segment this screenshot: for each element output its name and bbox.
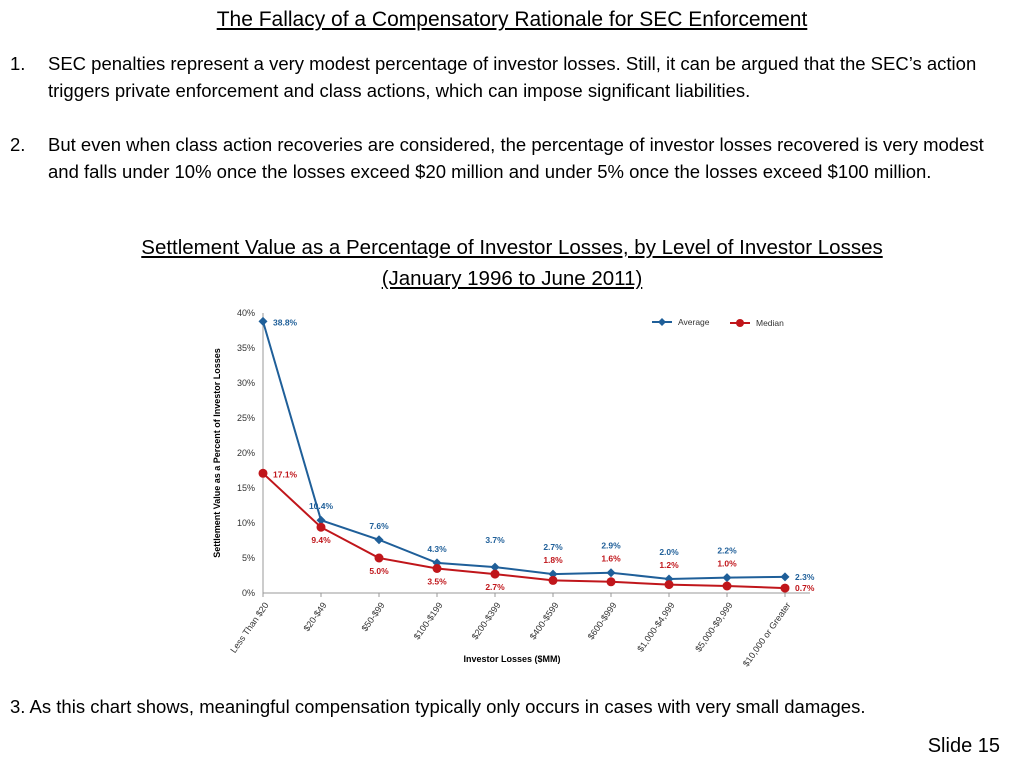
data-point-average [606, 568, 616, 578]
data-label-average: 2.2% [717, 546, 737, 556]
x-tick-label: Less Than $20 [228, 600, 270, 654]
data-label-average: 2.3% [795, 572, 815, 582]
bullet-point-1: 1. SEC penalties represent a very modest… [10, 50, 1016, 104]
data-point-average [490, 562, 500, 572]
bullet-text: SEC penalties represent a very modest pe… [48, 53, 977, 101]
data-point-median [490, 569, 500, 579]
bullet-text: But even when class action recoveries ar… [48, 134, 984, 182]
x-axis-title: Investor Losses ($MM) [463, 654, 560, 664]
data-point-average [258, 316, 268, 326]
data-point-average [548, 569, 558, 579]
bullet-point-2: 2. But even when class action recoveries… [10, 131, 1016, 185]
x-tick-label: $5,000-$9,999 [693, 600, 734, 653]
data-point-average [722, 573, 732, 583]
y-axis-title: Settlement Value as a Percent of Investo… [212, 348, 222, 558]
legend-label-average: Average [678, 317, 710, 327]
y-tick-label: 25% [237, 413, 255, 423]
x-tick-label: $10,000 or Greater [741, 600, 793, 668]
y-tick-label: 10% [237, 518, 255, 528]
bullet-number: 1. [10, 53, 26, 74]
data-label-average: 2.7% [543, 542, 563, 552]
x-tick-label: $600-$999 [586, 600, 619, 641]
data-point-median [548, 575, 558, 585]
data-point-median [316, 522, 326, 532]
x-tick-label: $20-$49 [302, 600, 329, 633]
settlement-line-chart: 0% 5% 10% 15% 20% 25% 30% 35% 40% Less Than $20 $2… [212, 308, 815, 668]
data-point-median [258, 468, 268, 478]
data-label-median: 1.6% [601, 554, 621, 564]
bullet-number: 2. [10, 134, 26, 155]
data-point-average [780, 572, 790, 582]
data-point-median [722, 581, 732, 591]
data-point-median [432, 564, 442, 573]
data-label-average: 2.0% [659, 547, 679, 557]
legend-label-median: Median [756, 318, 784, 328]
data-label-median: 2.7% [485, 582, 505, 592]
data-label-average: 7.6% [369, 521, 389, 531]
data-label-average: 3.7% [485, 535, 505, 545]
data-point-average [432, 558, 442, 568]
data-label-median: 1.0% [717, 559, 737, 569]
data-label-median: 3.5% [427, 577, 447, 587]
data-point-average [374, 535, 384, 545]
footer-point: 3. As this chart shows, meaningful compe… [10, 696, 866, 717]
legend-marker-median [736, 319, 744, 327]
series-line-average [262, 321, 786, 581]
slide-title: The Fallacy of a Compensatory Rationale … [216, 8, 808, 31]
chart-heading: Settlement Value as a Percentage of Inve… [141, 236, 883, 259]
x-tick-label: $400-$599 [528, 600, 561, 641]
data-label-median: 0.7% [795, 583, 815, 593]
y-tick-label: 30% [237, 378, 255, 388]
data-point-median [780, 583, 790, 593]
data-label-median: 1.2% [659, 560, 679, 570]
data-label-average: 4.3% [427, 544, 447, 554]
legend-marker-average [658, 318, 666, 326]
x-tick-label: $200-$399 [470, 600, 503, 641]
y-tick-label: 20% [237, 448, 255, 458]
data-label-median: 5.0% [369, 566, 389, 576]
slide-number: Slide 15 [927, 735, 1000, 757]
data-label-average: 2.9% [601, 541, 621, 551]
data-point-median [664, 580, 674, 590]
series-line-median [262, 472, 786, 590]
data-point-average [316, 515, 326, 525]
data-point-median [374, 553, 384, 563]
y-tick-label: 0% [242, 588, 255, 598]
data-point-median [606, 577, 616, 587]
y-tick-label: 15% [237, 483, 255, 493]
data-label-median: 17.1% [273, 469, 298, 479]
x-tick-label: $1,000-$4,999 [635, 600, 676, 653]
data-label-average: 38.8% [273, 317, 298, 327]
data-label-median: 1.8% [543, 555, 563, 565]
data-label-average: 10.4% [309, 501, 334, 511]
y-tick-label: 40% [237, 308, 255, 318]
y-tick-label: 35% [237, 343, 255, 353]
y-tick-label: 5% [242, 553, 255, 563]
data-label-median: 9.4% [311, 535, 331, 545]
chart-heading-date-range: (January 1996 to June 2011) [381, 267, 643, 290]
x-tick-label: $50-$99 [360, 600, 387, 633]
x-tick-label: $100-$199 [412, 600, 445, 641]
